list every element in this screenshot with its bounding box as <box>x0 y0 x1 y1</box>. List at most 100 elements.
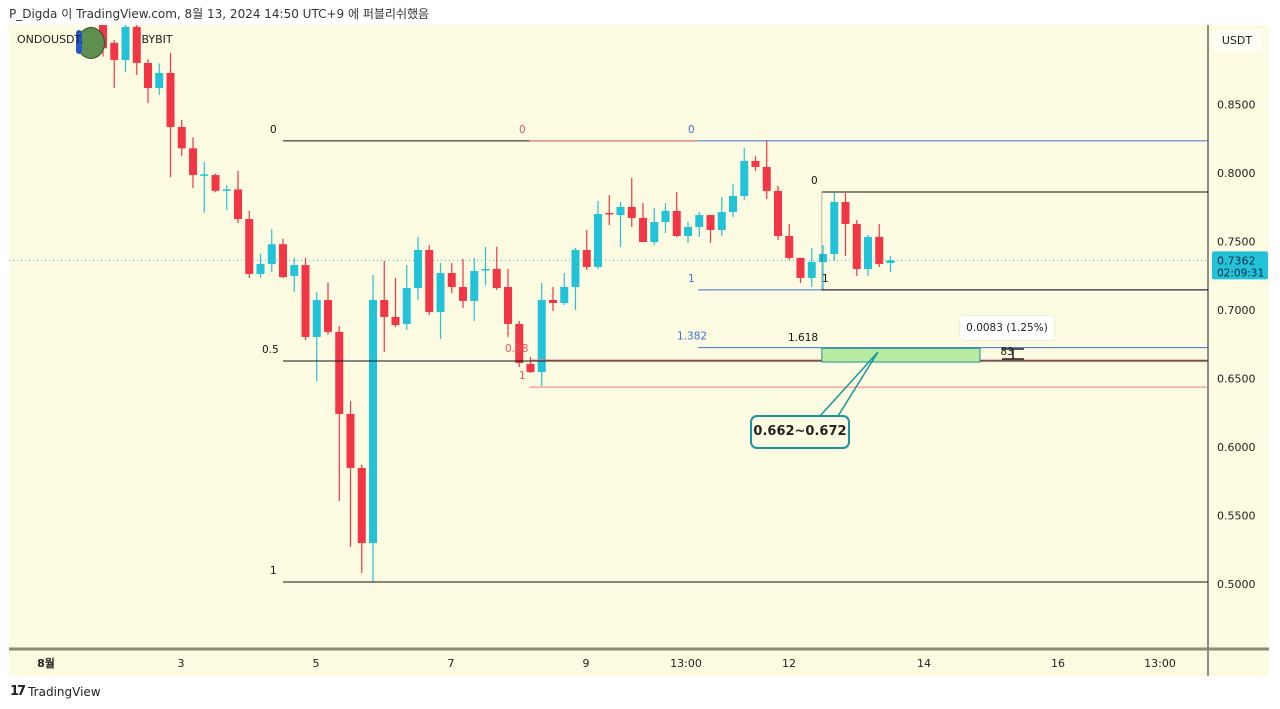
candle-body <box>155 72 164 89</box>
candle <box>886 256 895 273</box>
candle-body <box>796 257 805 278</box>
fib-level-label: 0.88 <box>505 343 528 355</box>
candle-body <box>301 265 310 337</box>
price-tick-label: 0.7000 <box>1217 304 1256 317</box>
candle-body <box>639 217 647 243</box>
candle-body <box>537 299 546 373</box>
candle <box>526 356 535 374</box>
candle <box>706 215 715 243</box>
candle-body <box>695 215 704 227</box>
candle <box>166 52 175 178</box>
candle <box>672 192 681 237</box>
candle <box>819 245 827 291</box>
symbol-name: ONDOUSDT. <box>17 33 84 46</box>
candle-body <box>369 299 377 544</box>
fib-level-label: 1.382 <box>677 331 707 343</box>
measure-label: 0.0083 (1.25%) 83 <box>960 316 1054 358</box>
candle-body <box>886 260 895 263</box>
candle <box>695 212 704 237</box>
candle-body <box>447 272 456 287</box>
candle-body <box>459 286 467 301</box>
candle <box>594 200 602 269</box>
candle-body <box>740 160 749 196</box>
candle-body <box>436 272 445 313</box>
price-tick-label: 0.8000 <box>1217 167 1256 180</box>
candle-body <box>256 263 265 274</box>
tradingview-logo-icon: 𝟭𝟳 <box>10 684 26 699</box>
candle <box>256 253 265 278</box>
candle-body <box>852 223 861 270</box>
tradingview-brand[interactable]: 𝟭𝟳 TradingView <box>10 684 101 699</box>
candle-body <box>357 467 366 544</box>
chart-panel[interactable] <box>9 25 1269 676</box>
price-axis[interactable]: 0.8500 0.8000 0.7500 0.7000 0.6500 0.6000 0.55… <box>1207 25 1268 676</box>
candle-body <box>785 236 794 258</box>
candle <box>785 223 794 260</box>
time-tick-label: 12 <box>782 657 796 670</box>
price-tick-label: 0.8500 <box>1217 98 1256 111</box>
candle-body <box>380 299 389 317</box>
candle-body <box>470 270 479 301</box>
time-tick-label: 7 <box>448 657 455 670</box>
time-axis[interactable]: 8월 3 5 7 9 13:00 12 14 16 13:00 <box>9 647 1269 670</box>
candle-body <box>391 316 400 326</box>
candle-body <box>706 215 715 230</box>
candle-body <box>121 26 130 60</box>
candle <box>380 260 389 353</box>
candle-body <box>166 72 175 127</box>
fib-retracement: 00.51 <box>262 124 1208 583</box>
candle <box>684 222 692 243</box>
candle <box>830 192 839 261</box>
candle-body <box>504 286 512 324</box>
candle <box>504 268 512 337</box>
symbol-legend[interactable]: ONDOUSDT. BYBIT <box>17 33 173 46</box>
callout-pointer <box>819 351 879 417</box>
currency-button[interactable]: USDT <box>1212 30 1262 52</box>
candle-body <box>234 189 242 220</box>
candle <box>267 229 276 273</box>
candle <box>144 59 152 104</box>
time-tick-label: 13:00 <box>670 657 702 670</box>
fib-level-label: 1 <box>519 370 526 382</box>
time-tick-label: 8월 <box>37 656 55 670</box>
candle-body <box>661 210 670 223</box>
price-tick-label: 0.6000 <box>1217 441 1256 454</box>
candle-body <box>324 299 332 332</box>
candle-body <box>774 190 782 237</box>
candle <box>751 155 760 171</box>
candle <box>132 25 141 76</box>
candle-body <box>571 249 580 287</box>
candle-body <box>290 265 299 277</box>
candle <box>492 246 501 290</box>
candle-body <box>132 26 141 63</box>
candle-body <box>211 175 220 191</box>
candle <box>346 400 355 548</box>
candle <box>560 272 569 306</box>
brand-name: TradingView <box>28 684 101 699</box>
fib-level-label: 0 <box>519 124 526 136</box>
candle-body <box>279 244 287 278</box>
candle <box>200 162 209 213</box>
fib-level-label: 1.618 <box>788 332 818 344</box>
publish-info: P_Digda 이 TradingView.com, 8월 13, 2024 1… <box>9 7 430 21</box>
candle <box>852 219 861 277</box>
time-tick-label: 3 <box>178 657 185 670</box>
candle-body <box>875 236 884 264</box>
candle <box>762 139 771 200</box>
candle-body <box>177 126 186 149</box>
candle-body <box>414 249 422 289</box>
candle <box>369 275 377 582</box>
candle-body <box>605 212 614 215</box>
candle-body <box>864 236 872 270</box>
candle <box>459 259 467 308</box>
candle <box>661 202 670 233</box>
candle <box>436 262 445 340</box>
price-tick-label: 0.5500 <box>1217 510 1256 523</box>
candle-body <box>549 299 557 304</box>
candle-body <box>650 222 659 243</box>
author-avatar-icon <box>76 27 105 59</box>
candle-body <box>751 160 760 167</box>
time-tick-label: 9 <box>583 657 590 670</box>
